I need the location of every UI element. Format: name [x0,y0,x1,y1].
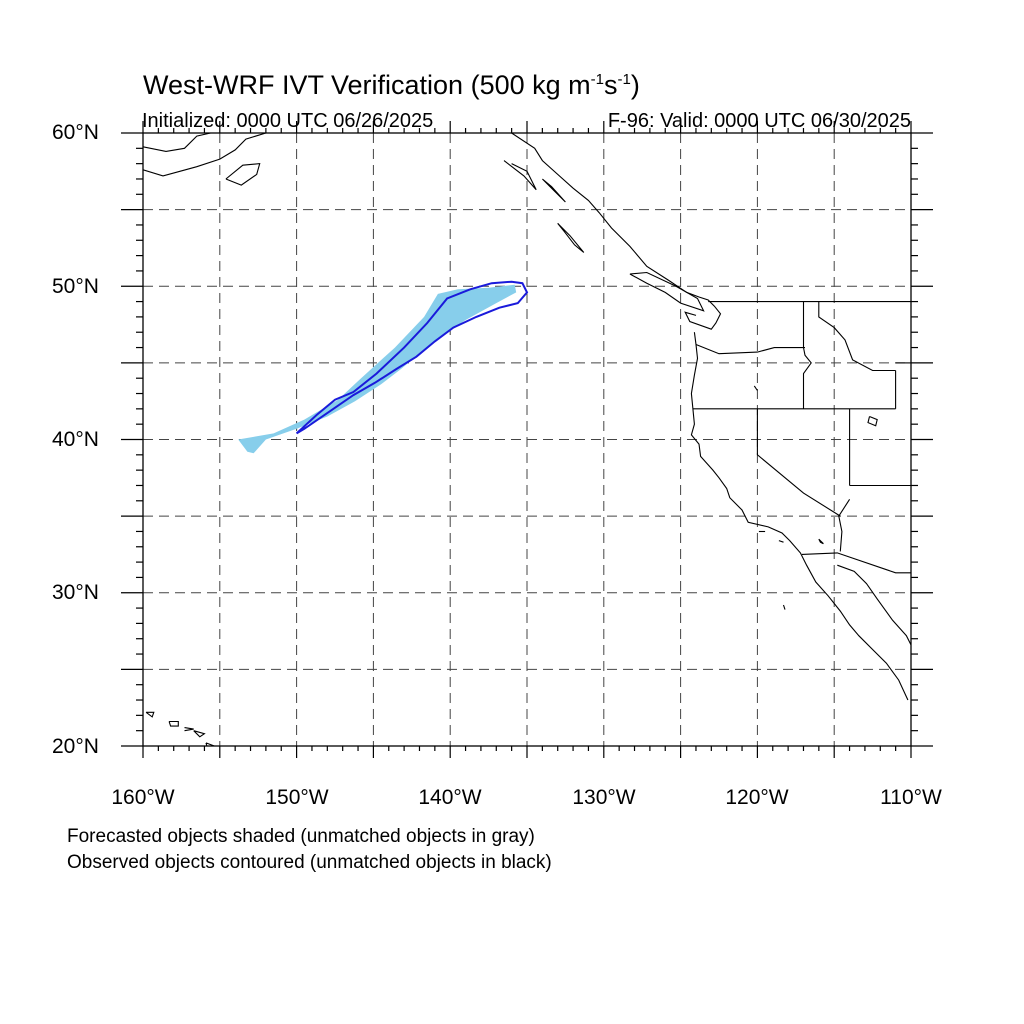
coastline-segment [690,332,909,701]
coastline-segment [143,133,211,152]
coastline-segment [145,711,155,718]
map-title: West-WRF IVT Verification (500 kg m-1s-1… [143,70,640,100]
coastline-segment [557,223,585,253]
legend-note-observed: Observed objects contoured (unmatched ob… [67,852,552,873]
lon-label-130w: 130°W [572,786,636,809]
coastline-segment [753,385,758,391]
lat-label-20: 20°N [52,735,99,758]
coastline-segment [542,178,566,203]
init-time-label: Initialized: 0000 UTC 06/26/2025 [142,110,434,132]
coastline-segment [629,271,705,312]
coastline-segment [818,538,824,545]
coastline-segment [867,415,878,427]
coastline-segment [503,160,537,191]
coastline-segment [168,720,179,727]
verification-objects [238,280,529,454]
lat-label-50: 50°N [52,275,99,298]
coastline-segment [695,343,805,355]
coastline-segment [225,162,261,186]
plot-frame [142,132,912,747]
axis-ticks [121,121,933,758]
coastline-segment [838,499,851,552]
coastline-segment [837,564,911,646]
legend-note-forecast: Forecasted objects shaded (unmatched obj… [67,826,535,847]
coastline-segment [193,730,206,738]
lat-label-60: 60°N [52,121,99,144]
lon-label-120w: 120°W [725,786,789,809]
coastline-segment [802,301,812,409]
coastline-segment [801,552,911,574]
lon-label-160w: 160°W [111,786,175,809]
coastline-segment [756,408,841,517]
lon-label-110w: 110°W [880,786,942,809]
coastline-segment [511,133,722,330]
coastline-segment [778,540,784,543]
valid-time-label: F-96: Valid: 0000 UTC 06/30/2025 [607,110,911,132]
coastline-segment [782,604,786,610]
coastlines [143,133,911,746]
coastline-segment [818,301,896,372]
lat-label-40: 40°N [52,428,99,451]
coastline-segment [184,727,194,732]
lon-label-140w: 140°W [418,786,482,809]
observed-object-contour [295,280,529,435]
forecast-object [238,284,517,454]
coastline-segment [143,133,267,177]
lat-label-30: 30°N [52,581,99,604]
lon-label-150w: 150°W [265,786,329,809]
